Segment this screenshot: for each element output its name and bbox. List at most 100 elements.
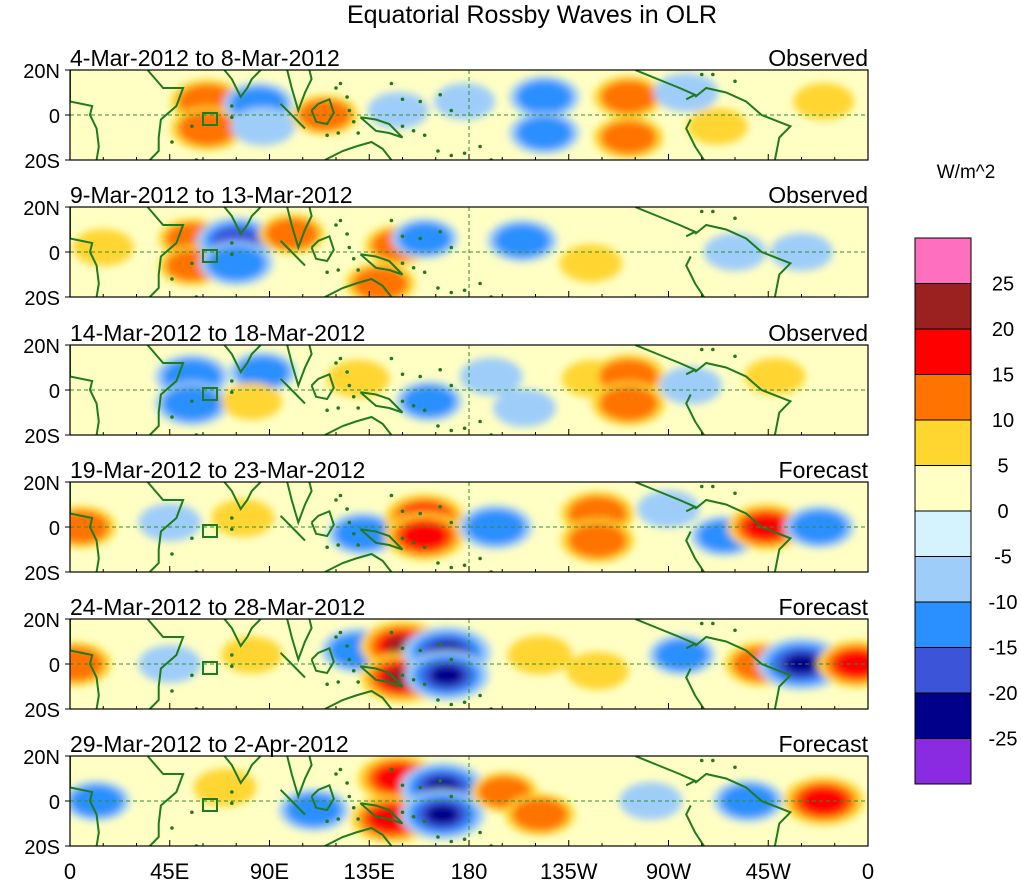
coastline: [310, 234, 335, 263]
coastline: [310, 783, 335, 812]
olr-anomaly-mark: [236, 356, 290, 388]
x-tick-label: 135E: [344, 859, 395, 884]
coastline: [694, 361, 793, 435]
island: [347, 245, 352, 250]
island: [699, 621, 704, 626]
island: [351, 119, 356, 124]
island: [190, 124, 194, 129]
panel-field: [170, 73, 855, 159]
coastline: [694, 223, 793, 297]
island: [449, 702, 454, 707]
island: [478, 693, 482, 698]
x-tick-label: 180: [451, 859, 488, 884]
island: [230, 527, 234, 532]
island: [336, 817, 341, 821]
coastline: [279, 515, 306, 542]
island: [733, 628, 737, 633]
colorbar-swatch: [914, 738, 972, 785]
island: [400, 124, 405, 129]
olr-anomaly-mark: [511, 797, 568, 832]
coastline: [310, 646, 335, 675]
coastline: [286, 619, 313, 663]
island: [325, 545, 329, 550]
island: [422, 819, 427, 824]
island: [230, 516, 234, 520]
coastline: [324, 415, 393, 435]
island: [478, 281, 482, 286]
coastline: [634, 482, 698, 513]
island: [190, 536, 194, 541]
panel-date-range: 4-Mar-2012 to 8-Mar-2012: [70, 45, 340, 71]
y-tick-label: 20N: [23, 473, 60, 495]
coastlines: [70, 345, 793, 435]
island: [389, 356, 394, 361]
olr-anomaly-mark: [459, 357, 523, 396]
island: [411, 128, 416, 133]
coastlines: [70, 619, 793, 709]
island: [711, 758, 715, 763]
island: [347, 657, 352, 662]
colorbar-swatch: [914, 465, 972, 512]
coastline: [279, 378, 306, 405]
panel-3: 20N 0 20S 14-Mar-2012 to 18-Mar-2012 Observe…: [23, 320, 869, 448]
coastline: [70, 482, 100, 572]
island: [336, 406, 341, 410]
coastline: [685, 668, 705, 709]
island: [449, 290, 454, 295]
island: [449, 245, 454, 250]
olr-anomaly-mark: [720, 784, 777, 818]
olr-anomaly-mark: [568, 522, 628, 559]
island: [418, 99, 423, 104]
y-tick-label: 20S: [24, 700, 60, 722]
island: [418, 648, 423, 653]
coastline: [146, 207, 185, 297]
reference-box: [202, 661, 218, 675]
island: [338, 218, 343, 223]
panel-field: [70, 756, 865, 843]
colorbar-swatch: [914, 283, 972, 330]
coastline: [286, 345, 313, 389]
coastline: [70, 70, 100, 160]
y-tick-label: 20S: [24, 426, 60, 448]
island: [351, 668, 356, 673]
island: [462, 837, 467, 842]
y-tick-label: 0: [49, 381, 60, 403]
island: [325, 819, 329, 824]
island: [336, 268, 341, 272]
x-axis: 0 45E 90E 135E 180 135W 90W 45W 0: [64, 859, 874, 884]
island: [230, 664, 234, 669]
colorbar-label: 0: [997, 501, 1008, 523]
olr-anomaly-mark: [193, 768, 257, 807]
island: [389, 218, 394, 223]
coastline: [286, 70, 313, 114]
colorbar-swatch: [914, 556, 972, 603]
colorbar-label: 15: [992, 365, 1014, 387]
island: [462, 151, 467, 156]
coastline: [634, 207, 698, 238]
colorbar-swatch: [914, 374, 972, 421]
colorbar-label: 20: [992, 319, 1014, 341]
island: [400, 97, 405, 102]
coastline: [694, 772, 793, 846]
island: [325, 270, 329, 275]
panel-date-range: 19-Mar-2012 to 23-Mar-2012: [70, 457, 365, 483]
island: [436, 561, 440, 565]
olr-anomaly-mark: [637, 490, 700, 528]
island: [230, 115, 234, 120]
island: [389, 767, 394, 772]
olr-anomaly-mark: [466, 509, 526, 545]
x-tick-label: 135W: [540, 859, 598, 884]
coastline: [223, 619, 263, 648]
island: [711, 347, 715, 352]
island: [389, 493, 394, 498]
island: [699, 347, 704, 352]
y-tick-label: 0: [49, 243, 60, 265]
panel-6: 20N 0 20S 29-Mar-2012 to 2-Apr-2012 Forecast: [23, 731, 869, 859]
olr-anomaly-mark: [494, 223, 551, 258]
y-tick-label: 20S: [24, 837, 60, 859]
island: [170, 689, 174, 693]
island: [400, 673, 405, 678]
y-tick-label: 20N: [23, 610, 60, 632]
colorbar-swatch: [914, 419, 972, 466]
